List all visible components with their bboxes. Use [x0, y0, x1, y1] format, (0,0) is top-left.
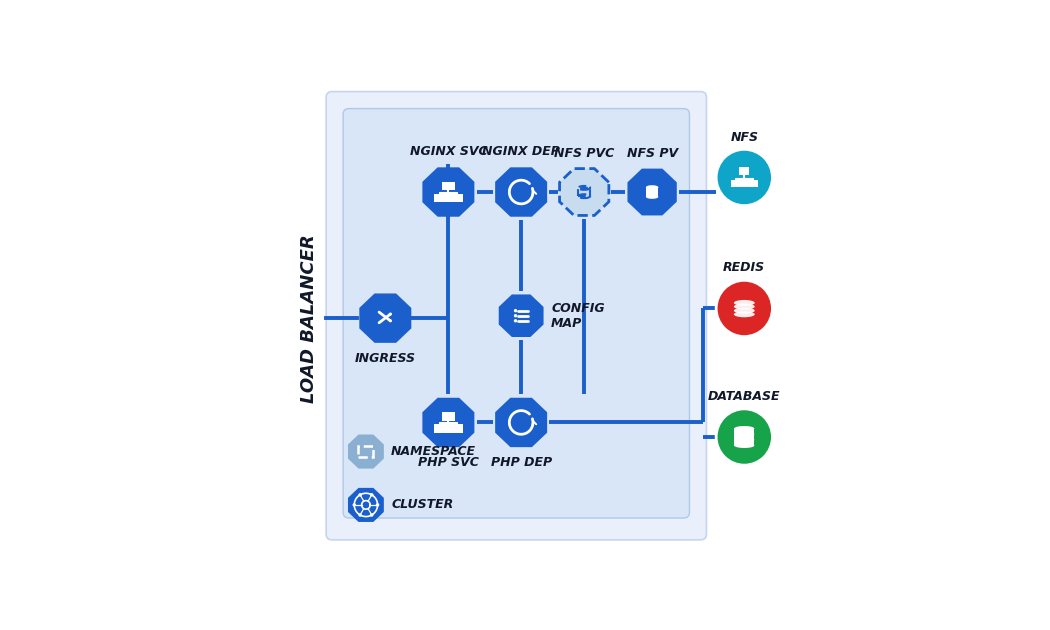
Ellipse shape [734, 311, 755, 318]
Ellipse shape [734, 437, 754, 442]
Circle shape [716, 149, 773, 205]
Bar [434, 424, 446, 433]
Circle shape [358, 513, 362, 517]
Ellipse shape [734, 307, 755, 314]
Ellipse shape [734, 426, 754, 431]
Text: NGINX SVC: NGINX SVC [410, 145, 487, 158]
Text: NFS: NFS [731, 130, 758, 144]
FancyBboxPatch shape [327, 91, 707, 540]
Ellipse shape [734, 300, 755, 306]
Circle shape [513, 319, 518, 323]
Circle shape [376, 503, 379, 507]
Ellipse shape [734, 304, 755, 309]
Text: INGRESS: INGRESS [355, 352, 416, 365]
Text: PHP DEP: PHP DEP [490, 456, 551, 469]
Bar [442, 182, 455, 190]
Polygon shape [348, 435, 384, 469]
Polygon shape [422, 168, 475, 217]
Text: CLUSTER: CLUSTER [392, 498, 454, 512]
Text: LOAD BALANCER: LOAD BALANCER [300, 234, 318, 403]
Text: CONFIG
MAP: CONFIG MAP [551, 302, 605, 329]
Polygon shape [348, 488, 384, 522]
Ellipse shape [646, 195, 658, 199]
Circle shape [716, 280, 773, 336]
Bar [434, 193, 446, 202]
Bar [579, 188, 590, 196]
Polygon shape [499, 294, 544, 337]
Text: NGINX DEP: NGINX DEP [482, 145, 560, 158]
Circle shape [353, 503, 356, 507]
Text: PHP SVC: PHP SVC [418, 456, 479, 469]
Polygon shape [560, 169, 609, 215]
Ellipse shape [646, 185, 658, 189]
Bar [442, 412, 455, 421]
Bar [442, 424, 455, 433]
Bar [739, 168, 750, 175]
Circle shape [513, 309, 518, 312]
Bar [442, 193, 455, 202]
Bar [358, 445, 374, 457]
Bar [748, 180, 758, 187]
Text: DATABASE: DATABASE [708, 390, 780, 403]
Circle shape [513, 314, 518, 318]
Circle shape [716, 409, 773, 465]
Circle shape [370, 493, 374, 496]
Ellipse shape [734, 432, 754, 437]
Bar [734, 428, 754, 445]
Text: NAMESPACE: NAMESPACE [392, 445, 476, 458]
Bar [739, 180, 750, 187]
Polygon shape [496, 398, 547, 447]
Text: NFS PVC: NFS PVC [554, 147, 614, 159]
FancyBboxPatch shape [343, 108, 690, 518]
Bar [731, 180, 741, 187]
Polygon shape [628, 169, 677, 215]
Polygon shape [359, 294, 412, 343]
Polygon shape [496, 168, 547, 217]
Ellipse shape [734, 443, 754, 448]
Bar [450, 193, 463, 202]
Bar [450, 424, 463, 433]
Polygon shape [422, 398, 475, 447]
Text: NFS PV: NFS PV [627, 147, 677, 159]
Circle shape [370, 513, 374, 517]
Circle shape [358, 493, 362, 496]
Text: REDIS: REDIS [723, 261, 765, 275]
Bar [646, 187, 658, 197]
